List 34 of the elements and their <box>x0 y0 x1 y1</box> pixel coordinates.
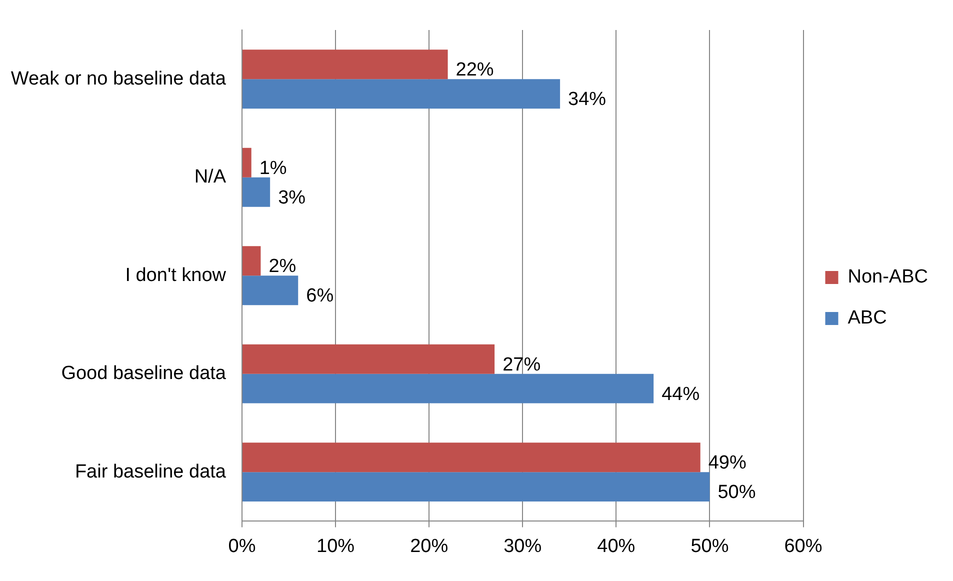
bar <box>242 442 700 472</box>
data-label: 34% <box>568 89 606 110</box>
y-tick-label: Weak or no baseline data <box>10 68 226 90</box>
x-tick-label: 50% <box>690 536 729 557</box>
bar <box>242 79 560 109</box>
data-label: 50% <box>718 482 756 504</box>
x-tick-label: 10% <box>316 536 355 557</box>
bar <box>242 472 710 502</box>
y-tick-label: Good baseline data <box>61 363 226 384</box>
x-tick-label: 20% <box>410 536 448 557</box>
legend-label: Non-ABC <box>848 266 928 288</box>
bar <box>242 177 270 207</box>
data-label: 27% <box>502 354 541 376</box>
x-tick-label: 30% <box>504 536 542 557</box>
data-label: 22% <box>456 60 494 81</box>
data-label: 44% <box>662 384 700 405</box>
data-label: 6% <box>306 286 334 307</box>
data-label: 3% <box>278 187 306 208</box>
bar <box>242 148 252 178</box>
x-tick-label: 0% <box>228 536 256 557</box>
legend-label: ABC <box>848 308 887 329</box>
data-label: 49% <box>708 452 746 474</box>
data-label: 2% <box>268 256 296 278</box>
y-tick-label: I don't know <box>125 264 226 286</box>
bar <box>242 374 654 404</box>
y-tick-label: N/A <box>194 166 226 188</box>
x-tick-label: 60% <box>784 536 822 557</box>
data-label: 1% <box>259 158 287 179</box>
bar <box>242 50 448 80</box>
y-tick-label: Fair baseline data <box>74 461 226 482</box>
bar <box>242 246 261 276</box>
x-tick-label: 40% <box>597 536 636 557</box>
bar <box>242 344 495 374</box>
bar <box>242 276 298 306</box>
